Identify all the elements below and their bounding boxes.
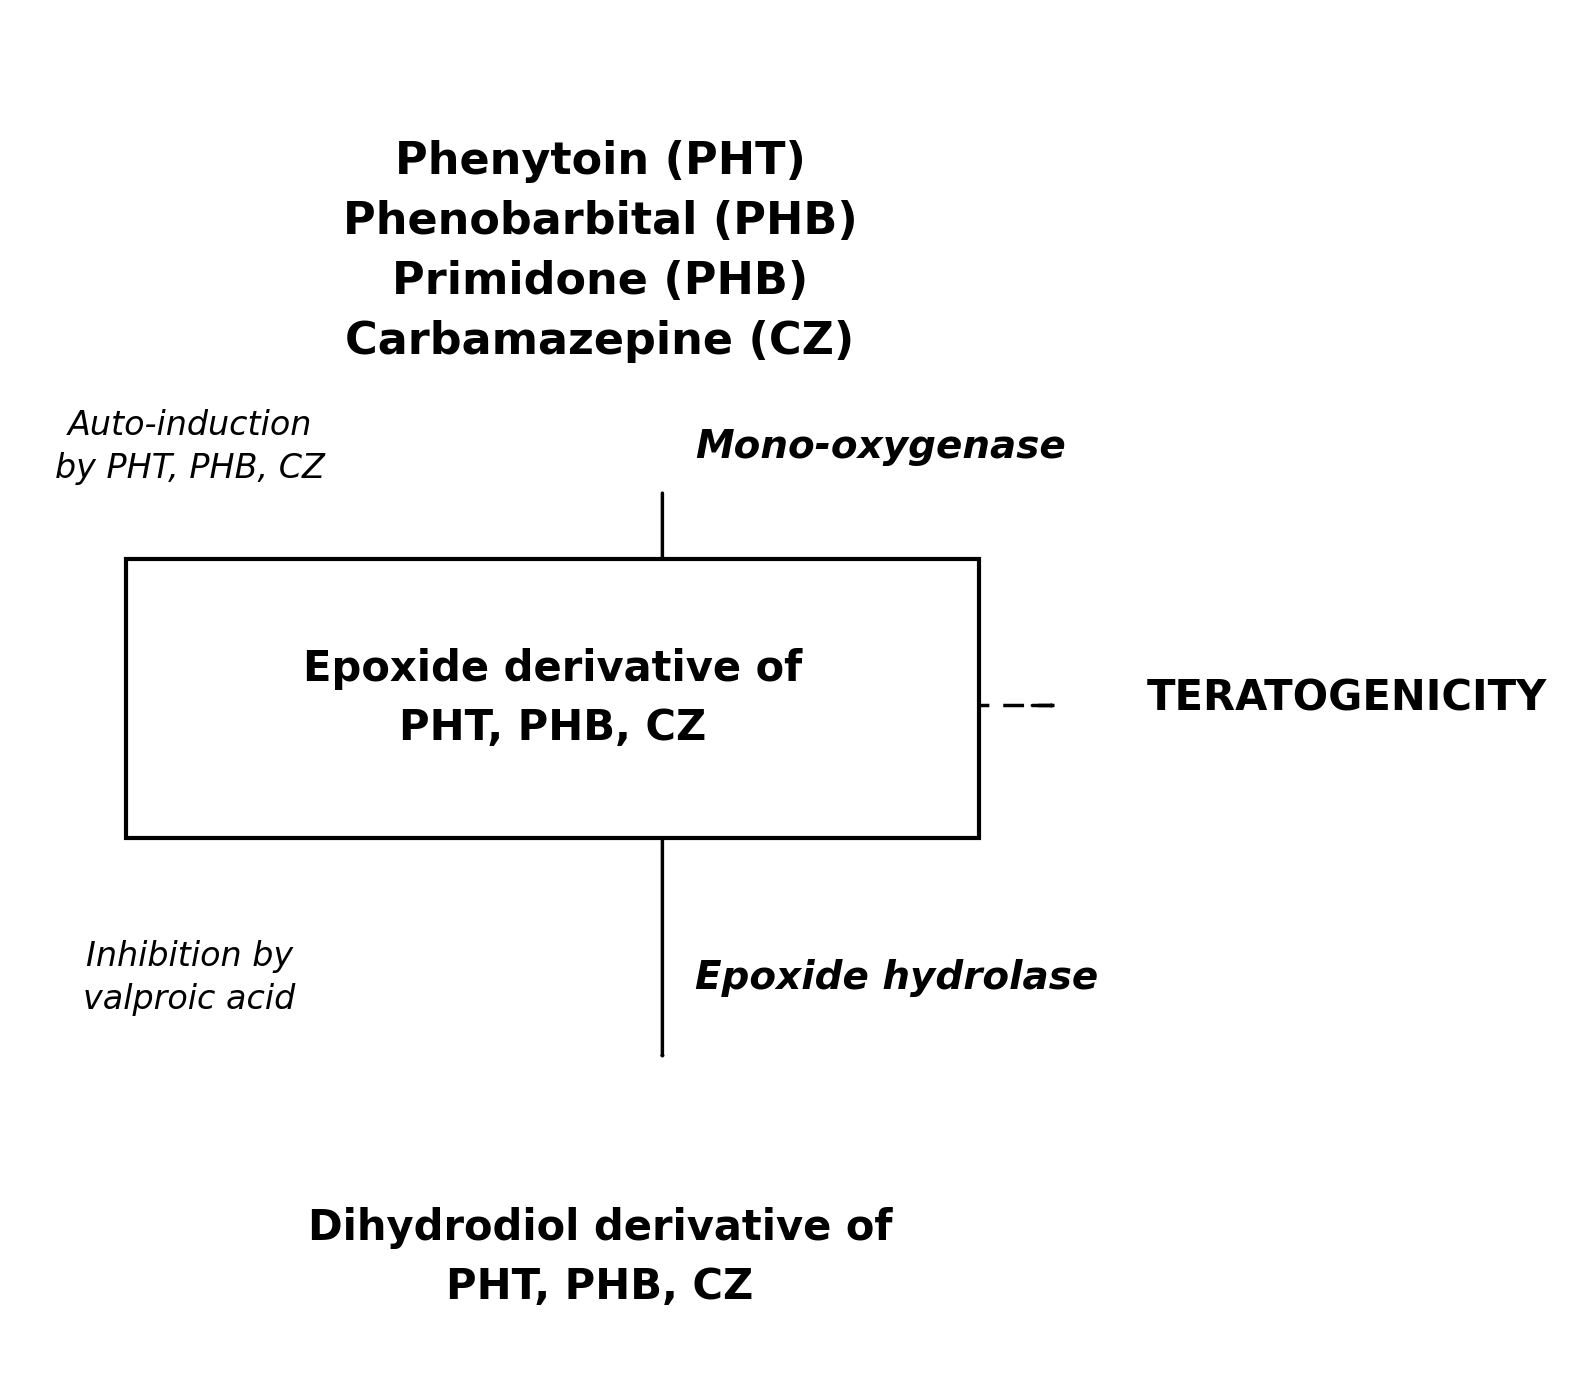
Text: Dihydrodiol derivative of
PHT, PHB, CZ: Dihydrodiol derivative of PHT, PHB, CZ bbox=[308, 1207, 892, 1308]
Text: Mono-oxygenase: Mono-oxygenase bbox=[695, 427, 1066, 467]
Text: Epoxide derivative of
PHT, PHB, CZ: Epoxide derivative of PHT, PHB, CZ bbox=[303, 648, 802, 749]
Text: TERATOGENICITY: TERATOGENICITY bbox=[1148, 678, 1547, 719]
Text: Inhibition by
valproic acid: Inhibition by valproic acid bbox=[84, 940, 295, 1016]
Text: Epoxide hydrolase: Epoxide hydrolase bbox=[695, 958, 1097, 997]
Text: Auto-induction
by PHT, PHB, CZ: Auto-induction by PHT, PHB, CZ bbox=[55, 409, 324, 485]
Text: Phenytoin (PHT)
Phenobarbital (PHB)
Primidone (PHB)
Carbamazepine (CZ): Phenytoin (PHT) Phenobarbital (PHB) Prim… bbox=[343, 140, 857, 363]
